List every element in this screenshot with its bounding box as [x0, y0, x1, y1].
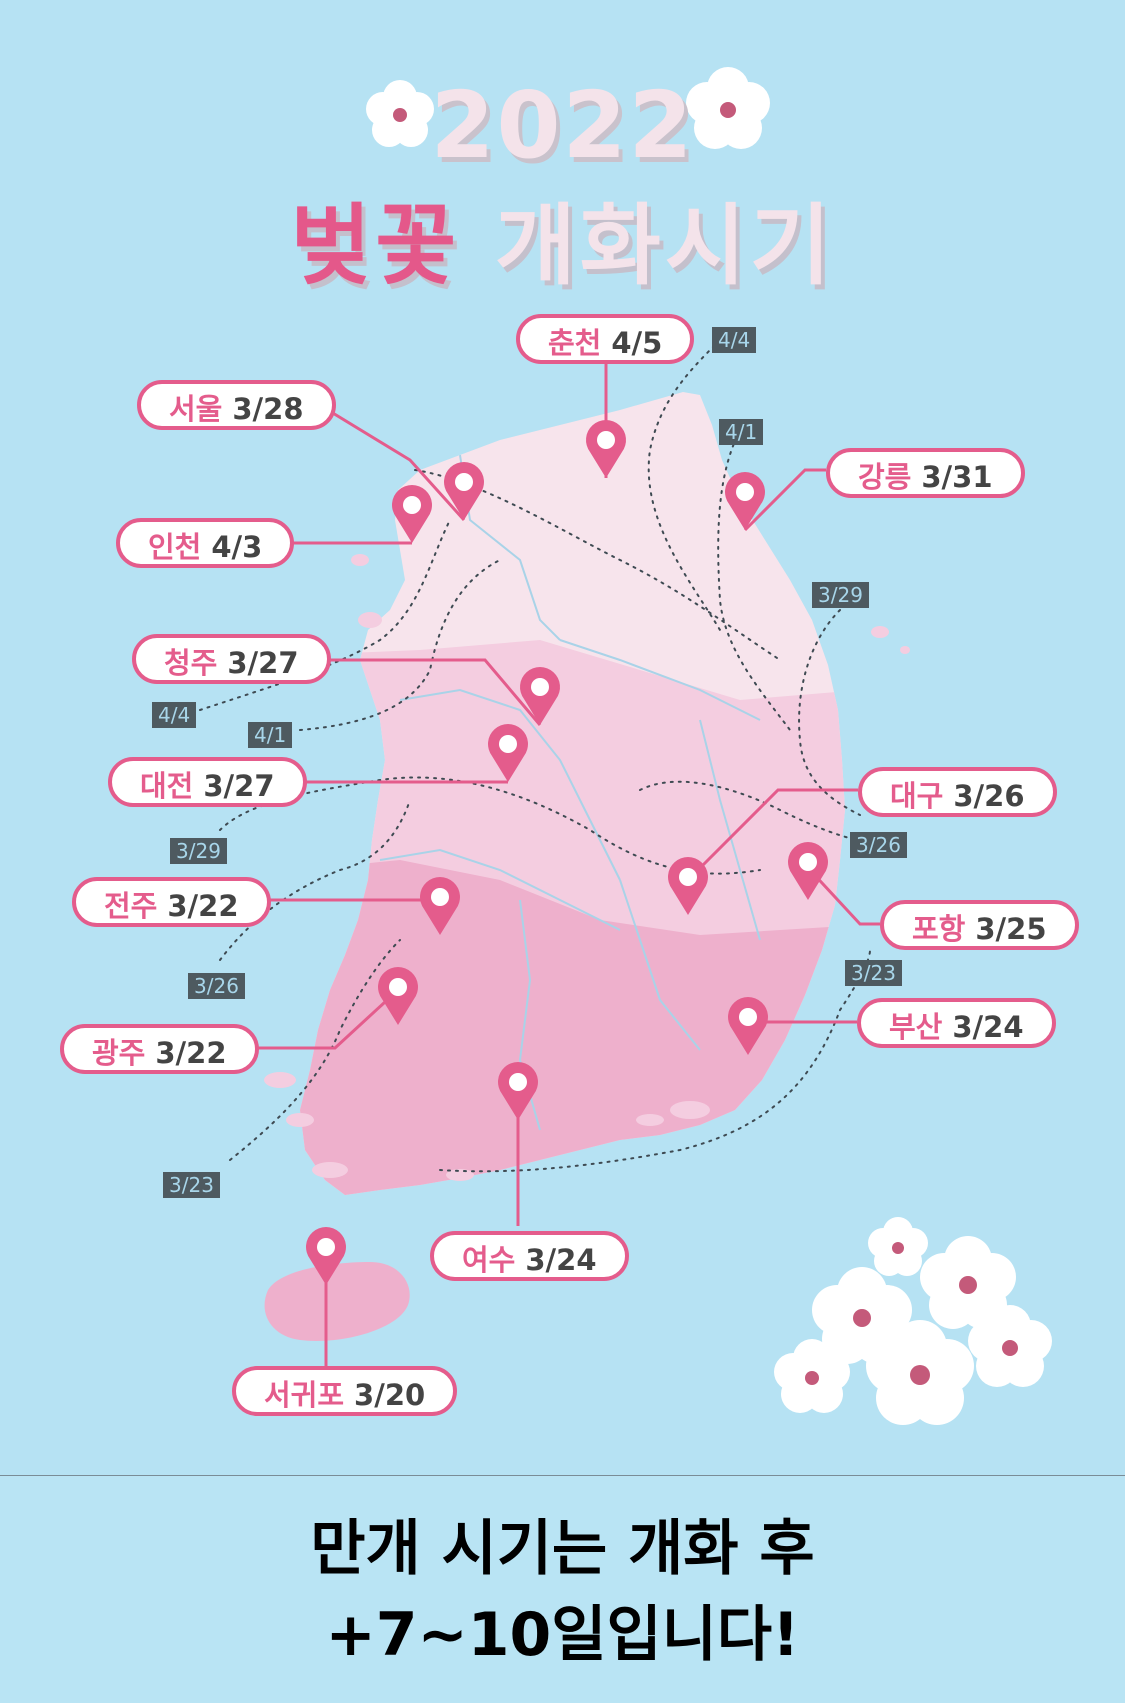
blossom-decorations — [366, 67, 1052, 1425]
blossom-icon — [366, 80, 434, 147]
city-label-daejeon: 대전 3/27 — [108, 757, 307, 807]
isoline-tag: 3/26 — [850, 832, 907, 858]
city-label-busan: 부산 3/24 — [857, 998, 1056, 1048]
isoline-tag: 4/1 — [248, 722, 293, 748]
city-name: 대전 — [140, 769, 194, 803]
pin-incheon — [392, 485, 432, 543]
city-label-gwangju: 광주 3/22 — [60, 1024, 259, 1074]
bloom-date: 3/22 — [155, 1036, 227, 1070]
city-label-daegu: 대구 3/26 — [858, 767, 1057, 817]
bloom-date: 3/27 — [203, 769, 275, 803]
title-main: 벚꽃 개화시기 — [0, 175, 1125, 302]
pin-cheongju — [520, 667, 560, 725]
pin-busan — [728, 997, 768, 1055]
pin-seoul — [444, 462, 484, 520]
blossom-icon — [868, 1217, 928, 1276]
city-name: 춘천 — [548, 326, 602, 360]
pin-gwangju — [378, 967, 418, 1025]
bloom-date: 3/26 — [953, 779, 1025, 813]
city-label-cheongju: 청주 3/27 — [132, 634, 331, 684]
korea-map — [199, 67, 1052, 1425]
map-poster: 2022 벚꽃 개화시기 춘천 4/5 서울 3/28 강릉 3/31 인천 4/3 청… — [0, 67, 1125, 1476]
bloom-date: 3/28 — [232, 392, 304, 426]
city-label-pohang: 포항 3/25 — [880, 900, 1079, 950]
city-label-incheon: 인천 4/3 — [116, 518, 295, 568]
city-label-jeonju: 전주 3/22 — [72, 877, 271, 927]
leader-lines — [240, 350, 880, 1375]
pins — [306, 420, 828, 1285]
city-label-seoul: 서울 3/28 — [137, 380, 336, 430]
city-name: 광주 — [92, 1036, 146, 1070]
city-name: 청주 — [164, 646, 218, 680]
bloom-date: 3/25 — [975, 912, 1047, 946]
jeju-island — [264, 1262, 410, 1341]
city-name: 포항 — [912, 912, 966, 946]
bloom-date: 3/24 — [525, 1243, 597, 1277]
pin-yeosu — [498, 1062, 538, 1120]
pin-pohang — [788, 842, 828, 900]
title-rest: 개화시기 — [494, 194, 835, 297]
caption-line-1: 만개 시기는 개화 후 — [310, 1514, 815, 1584]
city-name: 서울 — [169, 392, 223, 426]
city-label-gangneung: 강릉 3/31 — [826, 448, 1025, 498]
city-name: 여수 — [462, 1243, 516, 1277]
title-highlight: 벚꽃 — [290, 194, 461, 297]
blossom-icon — [686, 67, 770, 149]
pin-daejeon — [488, 724, 528, 782]
city-name: 대구 — [890, 779, 944, 813]
isoline-tag: 3/29 — [812, 582, 869, 608]
bloom-date: 3/24 — [952, 1010, 1024, 1044]
blossom-icon — [774, 1339, 850, 1413]
city-name: 부산 — [889, 1010, 943, 1044]
bloom-date: 3/27 — [227, 646, 299, 680]
blossom-icon — [968, 1305, 1052, 1387]
blossom-icon — [866, 1320, 974, 1425]
city-name: 서귀포 — [264, 1378, 345, 1412]
pin-daegu — [668, 857, 708, 915]
isoline-tag: 3/26 — [188, 973, 245, 999]
isoline-tag: 3/29 — [170, 838, 227, 864]
isoline-tag: 3/23 — [163, 1172, 220, 1198]
islands — [264, 554, 910, 1181]
isoline-tag: 4/4 — [152, 702, 197, 728]
city-name: 인천 — [148, 530, 202, 564]
city-label-seogwipo: 서귀포 3/20 — [232, 1366, 458, 1416]
title-year: 2022 — [430, 72, 695, 179]
pin-jeonju — [420, 877, 460, 935]
city-name: 전주 — [104, 889, 158, 923]
city-label-yeosu: 여수 3/24 — [430, 1231, 629, 1281]
pin-seogwipo — [306, 1227, 346, 1285]
isoline-tag: 4/4 — [712, 327, 757, 353]
isoline-tag: 4/1 — [719, 419, 764, 445]
bloom-date: 4/5 — [611, 326, 663, 360]
caption-line-2: +7~10일입니다! — [325, 1600, 800, 1670]
pin-gangneung — [725, 472, 765, 530]
bloom-date: 3/31 — [921, 460, 993, 494]
bloom-date: 4/3 — [211, 530, 263, 564]
city-name: 강릉 — [858, 460, 912, 494]
bloom-date: 3/20 — [354, 1378, 426, 1412]
isoline-tag: 3/23 — [845, 960, 902, 986]
bloom-date: 3/22 — [167, 889, 239, 923]
city-label-chuncheon: 춘천 4/5 — [516, 314, 695, 364]
pin-chuncheon — [586, 420, 626, 478]
